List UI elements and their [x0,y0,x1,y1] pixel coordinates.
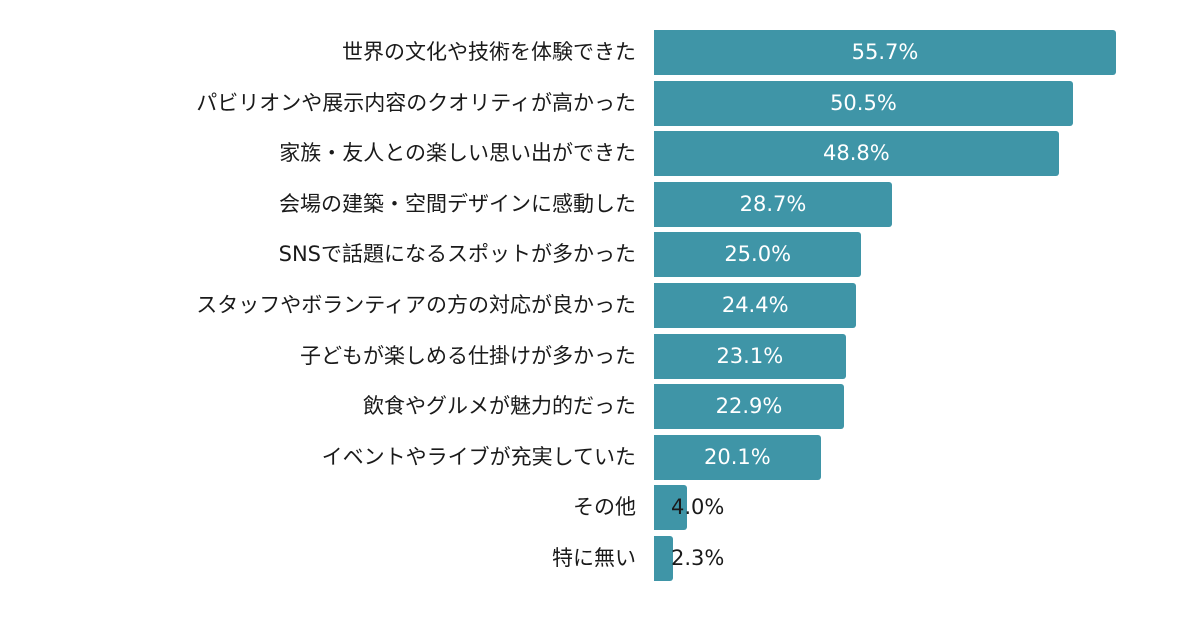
bar-row: 会場の建築・空間デザインに感動した 28.7% [0,181,1200,227]
bar [654,333,846,379]
bar [654,181,893,227]
bar [654,485,688,531]
bar [654,536,674,581]
value-label: 4.0% [671,495,725,520]
category-label: 会場の建築・空間デザインに感動した [279,191,636,216]
category-label: スタッフやボランティアの方の対応が良かった [196,293,636,317]
bar [654,384,844,430]
bar-row: 飲食やグルメが魅力的だった 22.9% [0,384,1200,430]
bar-row: 特に無い 2.3% [0,536,1200,581]
bar-row: その他 4.0% [0,485,1200,531]
value-label: 28.7% [739,191,807,216]
value-label: 2.3% [671,546,725,570]
bar-row: イベントやライブが充実していた 20.1% [0,434,1200,480]
category-label: 家族・友人との楽しい思い出ができた [279,141,636,166]
bar-row: パビリオンや展示内容のクオリティが高かった 50.5% [0,80,1200,126]
category-label: 特に無い [552,546,636,570]
value-label: 22.9% [715,394,783,419]
value-label: 48.8% [823,141,890,166]
bar-row: SNSで話題になるスポットが多かった 25.0% [0,232,1200,278]
category-label: 飲食やグルメが魅力的だった [363,394,636,419]
bar [654,232,862,278]
category-label: その他 [573,495,636,520]
category-label: イベントやライブが充実していた [321,444,636,469]
bar [654,131,1059,177]
value-label: 23.1% [716,343,784,368]
bar-row: 家族・友人との楽しい思い出ができた 48.8% [0,131,1200,177]
category-label: 世界の文化や技術を体験できた [342,40,636,64]
value-label: 55.7% [851,40,919,64]
value-label: 24.4% [721,293,789,317]
value-label: 20.1% [703,444,771,469]
category-label: 子どもが楽しめる仕掛けが多かった [300,343,636,368]
bar-row: 世界の文化や技術を体験できた 55.7% [0,30,1200,75]
category-label: SNSで話題になるスポットが多かった [278,242,636,267]
category-label: パビリオンや展示内容のクオリティが高かった [196,90,636,115]
bar [654,30,1116,75]
bar-row: スタッフやボランティアの方の対応が良かった 24.4% [0,283,1200,328]
value-label: 25.0% [724,242,792,267]
value-label: 50.5% [830,90,897,115]
bar [654,283,857,328]
bar [654,80,1073,126]
bar [654,434,821,480]
bar-row: 子どもが楽しめる仕掛けが多かった 23.1% [0,333,1200,379]
